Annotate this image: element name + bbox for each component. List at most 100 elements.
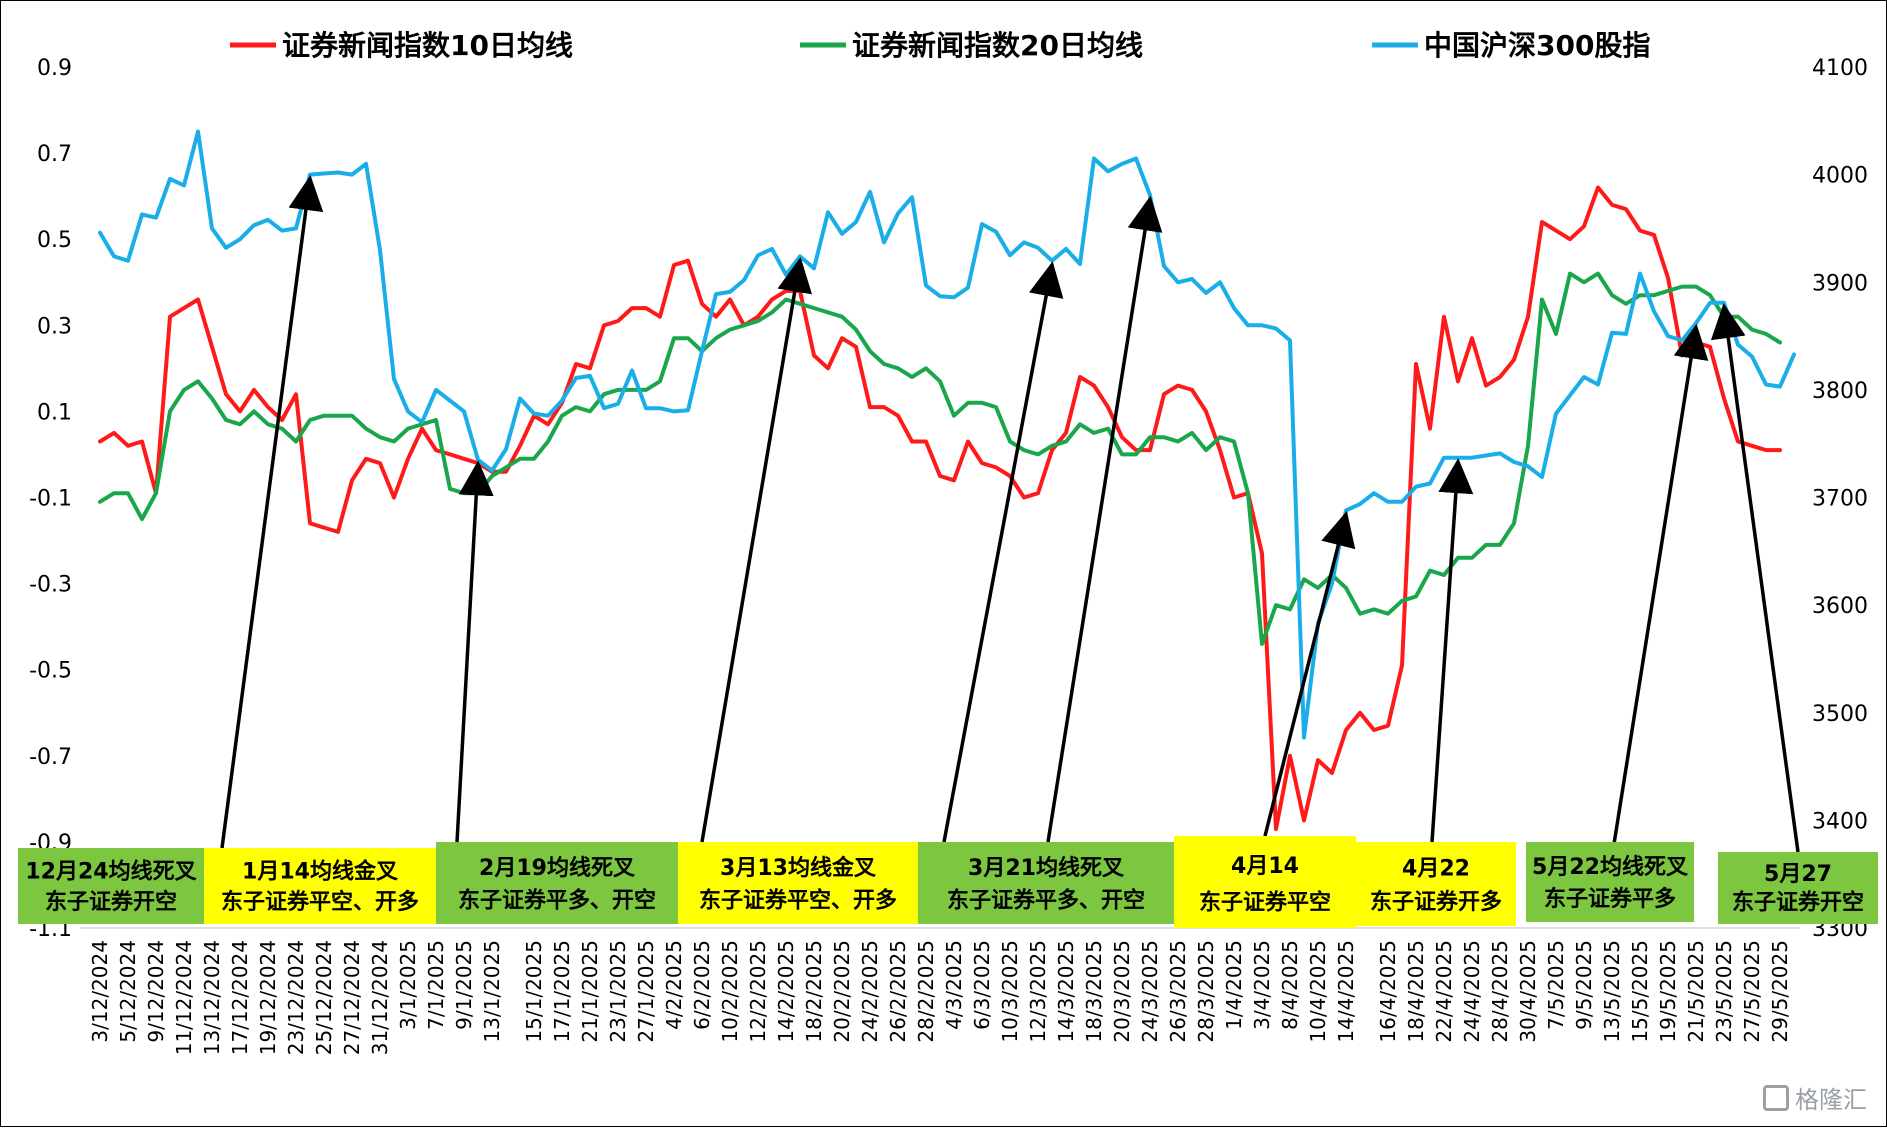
x-tick-label: 18/2/2025 bbox=[802, 940, 826, 1043]
x-tick-label: 19/5/2025 bbox=[1656, 940, 1680, 1043]
y-right-tick-label: 3900 bbox=[1812, 271, 1868, 296]
legend-label: 证券新闻指数10日均线 bbox=[282, 29, 573, 62]
annotation-line2: 东子证券平多 bbox=[1544, 886, 1676, 912]
y-left-tick-label: -0.3 bbox=[29, 573, 72, 598]
annotation-arrow bbox=[1430, 458, 1474, 843]
x-tick-label: 28/2/2025 bbox=[914, 940, 938, 1043]
annotation-box bbox=[678, 842, 918, 924]
x-tick-label: 4/3/2025 bbox=[942, 940, 966, 1030]
x-tick-label: 20/3/2025 bbox=[1110, 940, 1134, 1043]
annotation-line2: 东子证券平空 bbox=[1199, 890, 1331, 916]
x-tick-label: 7/1/2025 bbox=[424, 940, 448, 1030]
y-left-tick-label: -0.5 bbox=[29, 659, 72, 684]
x-tick-label: 15/1/2025 bbox=[522, 940, 546, 1043]
annotation-arrow bbox=[942, 261, 1064, 843]
y-right-tick-label: 3700 bbox=[1812, 487, 1868, 512]
x-tick-label: 15/5/2025 bbox=[1628, 940, 1652, 1043]
series-lines bbox=[98, 129, 1796, 831]
x-tick-label: 13/5/2025 bbox=[1600, 940, 1624, 1043]
x-tick-label: 23/5/2025 bbox=[1712, 940, 1736, 1043]
annotation-line1: 3月13均线金叉 bbox=[720, 855, 876, 881]
legend-label: 证券新闻指数20日均线 bbox=[852, 29, 1143, 62]
annotation-line2: 东子证券平多、开空 bbox=[947, 888, 1145, 914]
annotation-line2: 东子证券开空 bbox=[45, 889, 177, 915]
x-tick-label: 26/2/2025 bbox=[886, 940, 910, 1043]
annotation-line1: 4月22 bbox=[1402, 857, 1470, 882]
x-tick-label: 14/4/2025 bbox=[1334, 940, 1358, 1043]
annotation-line1: 12月24均线死叉 bbox=[25, 858, 196, 884]
annotation-box bbox=[1356, 842, 1516, 926]
x-tick-label: 27/5/2025 bbox=[1740, 940, 1764, 1043]
y-left-tick-label: 0.1 bbox=[37, 400, 72, 425]
annotation-line2: 东子证券开空 bbox=[1732, 890, 1864, 916]
annotation-arrow bbox=[1612, 323, 1709, 845]
annotation-arrow bbox=[220, 175, 324, 849]
annotation-line1: 5月27 bbox=[1764, 862, 1832, 887]
x-tick-label: 9/5/2025 bbox=[1572, 940, 1596, 1030]
x-tick-label: 4/2/2025 bbox=[662, 940, 686, 1030]
x-tick-label: 14/3/2025 bbox=[1054, 940, 1078, 1043]
y-right-tick-label: 4000 bbox=[1812, 164, 1868, 189]
x-tick-label: 13/1/2025 bbox=[480, 940, 504, 1043]
x-tick-label: 17/1/2025 bbox=[550, 940, 574, 1043]
y-left-tick-label: 0.9 bbox=[37, 56, 72, 81]
annotation-arrows bbox=[220, 175, 1800, 853]
annotation-arrow bbox=[1046, 195, 1163, 843]
x-tick-label: 24/2/2025 bbox=[858, 940, 882, 1043]
x-tick-label: 14/2/2025 bbox=[774, 940, 798, 1043]
annotation-arrow bbox=[1710, 303, 1800, 853]
x-tick-label: 10/3/2025 bbox=[998, 940, 1022, 1043]
x-tick-label: 17/12/2024 bbox=[228, 940, 252, 1055]
annotation-arrow bbox=[1263, 511, 1356, 837]
axes: 0.90.70.50.30.1-0.1-0.3-0.5-0.7-0.9-1.14… bbox=[29, 56, 1868, 1055]
x-tick-label: 27/1/2025 bbox=[634, 940, 658, 1043]
x-tick-label: 6/2/2025 bbox=[690, 940, 714, 1030]
x-tick-label: 28/3/2025 bbox=[1194, 940, 1218, 1043]
x-tick-label: 8/4/2025 bbox=[1278, 940, 1302, 1030]
annotation-box bbox=[1526, 842, 1694, 922]
x-tick-label: 19/12/2024 bbox=[256, 940, 280, 1055]
x-tick-label: 28/4/2025 bbox=[1488, 940, 1512, 1043]
y-right-tick-label: 3600 bbox=[1812, 594, 1868, 619]
x-tick-label: 7/5/2025 bbox=[1544, 940, 1568, 1030]
x-tick-label: 22/4/2025 bbox=[1432, 940, 1456, 1043]
y-left-tick-label: 0.5 bbox=[37, 228, 72, 253]
annotation-line1: 2月19均线死叉 bbox=[479, 855, 635, 881]
x-tick-label: 10/4/2025 bbox=[1306, 940, 1330, 1043]
y-right-tick-label: 3800 bbox=[1812, 379, 1868, 404]
x-tick-label: 24/3/2025 bbox=[1138, 940, 1162, 1043]
x-tick-label: 1/4/2025 bbox=[1222, 940, 1246, 1030]
x-tick-label: 25/12/2024 bbox=[312, 940, 336, 1055]
annotation-line1: 4月14 bbox=[1231, 854, 1299, 879]
x-tick-label: 5/12/2024 bbox=[116, 940, 140, 1043]
x-tick-label: 21/1/2025 bbox=[578, 940, 602, 1043]
annotation-line1: 3月21均线死叉 bbox=[968, 855, 1124, 881]
x-tick-label: 3/4/2025 bbox=[1250, 940, 1274, 1030]
x-tick-label: 18/4/2025 bbox=[1404, 940, 1428, 1043]
y-left-tick-label: -0.1 bbox=[29, 487, 72, 512]
annotation-box bbox=[436, 842, 678, 924]
annotation-arrow bbox=[455, 460, 494, 843]
series-line-0 bbox=[98, 185, 1782, 831]
x-tick-label: 10/2/2025 bbox=[718, 940, 742, 1043]
x-tick-label: 3/1/2025 bbox=[396, 940, 420, 1030]
x-tick-label: 11/12/2024 bbox=[172, 940, 196, 1055]
watermark: 格隆汇 bbox=[1763, 1080, 1867, 1115]
legend-label: 中国沪深300股指 bbox=[1424, 29, 1650, 62]
x-tick-label: 9/1/2025 bbox=[452, 940, 476, 1030]
annotation-line2: 东子证券开多 bbox=[1370, 889, 1502, 915]
x-tick-label: 30/4/2025 bbox=[1516, 940, 1540, 1043]
x-tick-label: 18/3/2025 bbox=[1082, 940, 1106, 1043]
x-tick-label: 13/12/2024 bbox=[200, 940, 224, 1055]
annotation-box bbox=[918, 842, 1174, 924]
x-tick-label: 9/12/2024 bbox=[144, 940, 168, 1043]
annotation-arrow bbox=[700, 256, 813, 843]
x-tick-label: 21/5/2025 bbox=[1684, 940, 1708, 1043]
annotation-box bbox=[1174, 836, 1356, 928]
legend: 证券新闻指数10日均线 证券新闻指数20日均线 中国沪深300股指 bbox=[230, 29, 1650, 62]
series-line-1 bbox=[98, 271, 1782, 646]
y-left-tick-label: -0.7 bbox=[29, 745, 72, 770]
y-left-tick-label: 0.3 bbox=[37, 314, 72, 339]
